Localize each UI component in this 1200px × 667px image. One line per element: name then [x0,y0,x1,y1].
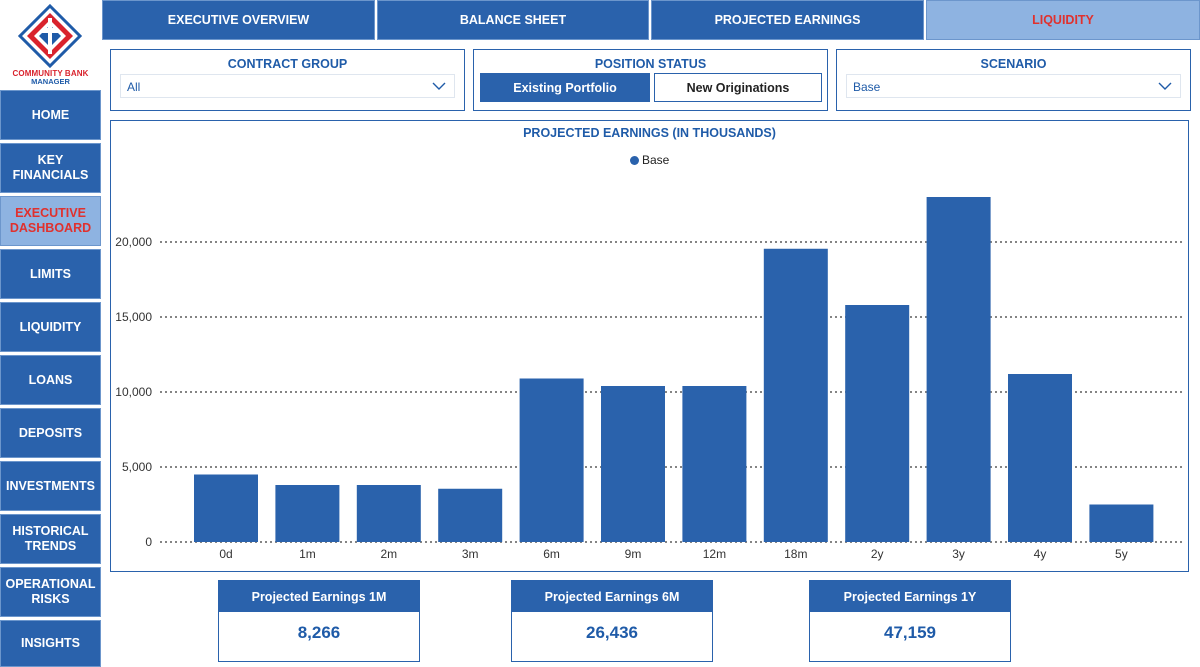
sidebar-item-liquidity[interactable]: LIQUIDITY [0,302,101,352]
bar-4y[interactable] [1008,374,1072,542]
sidebar-item-insights[interactable]: INSIGHTS [0,620,101,667]
x-tick-label: 5y [1115,547,1128,561]
sidebar-item-investments[interactable]: INVESTMENTS [0,461,101,511]
tab-balance-sheet[interactable]: BALANCE SHEET [377,0,649,40]
legend-marker [630,155,639,165]
x-tick-label: 2m [380,547,397,561]
sidebar-item-historical-trends[interactable]: HISTORICAL TRENDS [0,514,101,564]
bar-12m[interactable] [682,386,747,542]
position-status-filter: POSITION STATUS Existing Portfolio New O… [473,49,828,111]
bar-5y[interactable] [1089,504,1154,543]
bar-1m[interactable] [275,485,340,542]
bar-3y[interactable] [926,197,991,542]
bar-2m[interactable] [356,485,421,542]
chart-plot-area: 0 5,000 10,000 15,000 20,000 0d 1m 2m 3m 6m 9m 12m 1… [115,197,1182,561]
x-tick-label: 9m [625,547,642,561]
x-tick-label: 1m [299,547,316,561]
kpi-label: Projected Earnings 1Y [810,581,1010,612]
y-tick-label: 15,000 [115,310,152,324]
kpi-label: Projected Earnings 6M [512,581,712,612]
bar-2y[interactable] [845,305,910,542]
scenario-dropdown[interactable]: Base [846,74,1181,98]
tab-projected-earnings[interactable]: PROJECTED EARNINGS [651,0,924,40]
brand-logo: COMMUNITY BANK MANAGER [0,0,101,88]
sidebar-item-operational-risks[interactable]: OPERATIONAL RISKS [0,567,101,617]
bar-18m[interactable] [763,248,828,542]
x-tick-label: 18m [784,547,807,561]
contract-group-title: CONTRACT GROUP [227,57,348,71]
kpi-value: 8,266 [297,623,341,642]
y-tick-label: 0 [145,535,152,549]
sidebar-item-deposits[interactable]: DEPOSITS [0,408,101,458]
x-tick-label: 2y [871,547,884,561]
kpi-label: Projected Earnings 1M [219,581,419,612]
y-tick-label: 5,000 [122,460,152,474]
contract-group-dropdown[interactable]: All [120,74,455,98]
scenario-value: Base [853,80,881,94]
bar-6m[interactable] [519,378,584,543]
sidebar-item-executive-dashboard[interactable]: EXECUTIVE DASHBOARD [0,196,101,246]
scenario-filter: SCENARIO Base [836,49,1191,111]
x-tick-label: 0d [219,547,232,561]
kpi-card-1y: Projected Earnings 1Y 47,159 [809,580,1011,662]
brand-subtitle: MANAGER [31,77,70,86]
y-tick-label: 20,000 [115,235,152,249]
chart-title: PROJECTED EARNINGS (IN THOUSANDS) [523,126,776,140]
x-tick-label: 3m [462,547,479,561]
contract-group-value: All [127,80,141,94]
bar-0d[interactable] [194,474,258,543]
y-tick-label: 10,000 [115,385,152,399]
kpi-card-1m: Projected Earnings 1M 8,266 [218,580,420,662]
kpi-value: 47,159 [884,623,936,642]
scenario-title: SCENARIO [980,57,1047,71]
x-tick-label: 12m [703,547,726,561]
kpi-value: 26,436 [586,623,638,642]
bar-3m[interactable] [438,488,503,542]
chevron-down-icon [1158,82,1172,90]
bar-9m[interactable] [601,386,665,542]
projected-earnings-chart: PROJECTED EARNINGS (IN THOUSANDS) Base 0… [110,120,1189,572]
chart-legend: Base [630,153,669,167]
new-originations-button[interactable]: New Originations [654,73,822,102]
chevron-down-icon [432,82,446,90]
sidebar-item-loans[interactable]: LOANS [0,355,101,405]
contract-group-filter: CONTRACT GROUP All [110,49,465,111]
tab-liquidity[interactable]: LIQUIDITY [926,0,1200,40]
existing-portfolio-button[interactable]: Existing Portfolio [480,73,650,102]
position-status-title: POSITION STATUS [594,57,707,71]
brand-name: COMMUNITY BANK [12,69,89,78]
logo-icon [18,4,82,68]
tab-executive-overview[interactable]: EXECUTIVE OVERVIEW [102,0,375,40]
x-tick-label: 6m [543,547,560,561]
x-tick-label: 4y [1034,547,1047,561]
sidebar-item-limits[interactable]: LIMITS [0,249,101,299]
sidebar-item-home[interactable]: HOME [0,90,101,140]
sidebar-item-key-financials[interactable]: KEY FINANCIALS [0,143,101,193]
legend-label: Base [642,153,670,167]
kpi-card-6m: Projected Earnings 6M 26,436 [511,580,713,662]
x-tick-label: 3y [952,547,965,561]
